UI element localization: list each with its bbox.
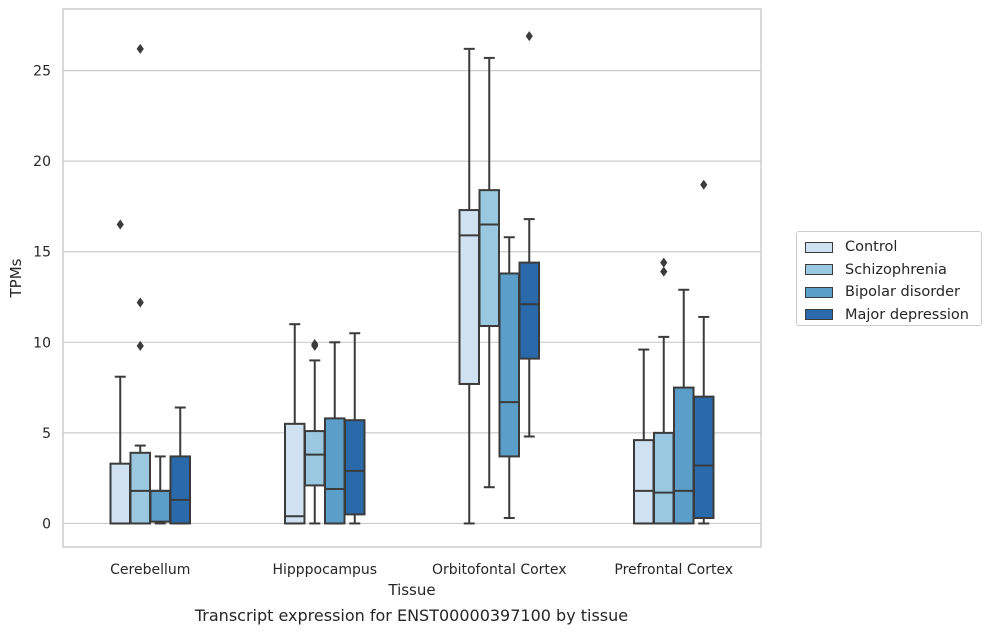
box-body <box>693 395 715 520</box>
x-tick-label: Orbitofontal Cortex <box>432 562 567 578</box>
x-tick-label: Prefrontal Cortex <box>614 562 733 578</box>
box-body <box>673 386 695 525</box>
legend-label: Control <box>845 239 898 256</box>
box-body <box>478 189 500 328</box>
box-schizophrenia <box>478 56 500 489</box>
box-body <box>284 422 306 525</box>
box-body <box>633 439 655 525</box>
box-bipolar-disorder <box>673 288 695 525</box>
box-control <box>284 323 306 525</box>
box-body <box>518 261 540 360</box>
box-schizophrenia <box>653 257 675 525</box>
outlier-point <box>116 219 124 230</box>
outlier-point <box>660 257 668 268</box>
outlier-point <box>136 340 144 351</box>
legend-swatch <box>805 264 833 276</box>
legend-label: Bipolar disorder <box>845 284 960 301</box>
box-major-depression <box>518 31 540 438</box>
legend-item: Bipolar disorder <box>805 281 981 304</box>
x-axis-label: Tissue <box>387 581 435 599</box>
box-control <box>109 219 131 525</box>
box-body <box>304 430 326 487</box>
box-control <box>633 348 655 525</box>
outlier-point <box>311 339 319 350</box>
legend-label: Schizophrenia <box>845 261 947 278</box>
y-axis-label: TPMs <box>7 258 25 298</box>
box-body <box>149 489 171 523</box>
outlier-point <box>136 43 144 54</box>
box-body <box>169 455 191 525</box>
box-body <box>109 462 131 525</box>
y-tick-label: 25 <box>33 64 51 80</box>
box-bipolar-disorder <box>149 455 171 525</box>
y-tick-label: 20 <box>33 154 51 170</box>
y-tick-label: 10 <box>33 335 51 351</box>
box-body <box>653 431 675 525</box>
box-schizophrenia <box>304 339 326 525</box>
y-tick-label: 5 <box>42 426 51 442</box>
y-tick-label: 15 <box>33 245 51 261</box>
box-bipolar-disorder <box>324 341 346 525</box>
box-schizophrenia <box>129 43 151 525</box>
box-major-depression <box>169 406 191 525</box>
outlier-point <box>660 266 668 277</box>
x-tick-label: Cerebellum <box>110 562 190 578</box>
legend-swatch <box>805 241 833 253</box>
box-control <box>458 47 480 525</box>
legend: Control Schizophrenia Bipolar disorder Majo… <box>796 231 982 326</box>
box-body <box>324 417 346 525</box>
outlier-point <box>700 179 708 190</box>
box-major-depression <box>344 332 366 525</box>
outlier-point <box>136 297 144 308</box>
legend-label: Major depression <box>845 306 969 323</box>
plot-frame <box>62 8 762 548</box>
box-body <box>344 419 366 516</box>
legend-item: Major depression <box>805 304 981 327</box>
outlier-point <box>525 31 533 42</box>
box-body <box>129 451 151 525</box>
chart-caption: Transcript expression for ENST0000039710… <box>194 606 629 625</box>
legend-swatch <box>805 286 833 298</box>
y-tick-label: 0 <box>42 516 51 532</box>
legend-item: Schizophrenia <box>805 259 981 282</box>
box-major-depression <box>693 179 715 525</box>
x-tick-label: Hipppocampus <box>272 562 377 578</box>
box-body <box>498 272 520 458</box>
box-bipolar-disorder <box>498 236 520 520</box>
legend-item: Control <box>805 236 981 259</box>
legend-swatch <box>805 309 833 321</box>
